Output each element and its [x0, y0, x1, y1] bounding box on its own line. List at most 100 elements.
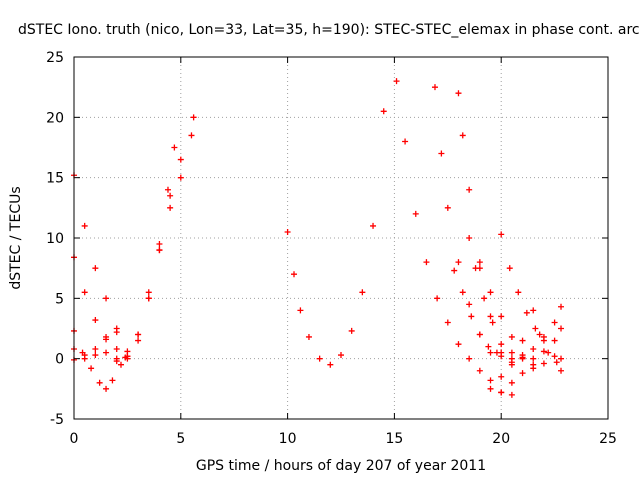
- arc-series-0: [71, 172, 131, 360]
- data-point: [393, 78, 400, 85]
- data-point: [519, 355, 526, 362]
- data-point: [103, 295, 110, 302]
- data-point: [551, 337, 558, 344]
- y-tick-label: 5: [55, 291, 64, 307]
- arc-series-3: [71, 329, 131, 359]
- data-point: [370, 222, 377, 229]
- arc-series-18: [530, 307, 560, 366]
- data-point: [117, 361, 124, 368]
- data-point: [508, 359, 515, 366]
- arc-series-5: [113, 132, 195, 362]
- data-point: [284, 228, 291, 235]
- data-point: [451, 267, 458, 274]
- data-point: [523, 309, 530, 316]
- arc-series-1: [71, 254, 129, 361]
- data-point: [485, 343, 492, 350]
- arc-series-6: [124, 114, 197, 362]
- arc-series-7: [135, 144, 178, 338]
- y-tick-label: 0: [55, 352, 64, 368]
- x-tick-label: 25: [599, 431, 617, 447]
- x-tick-label: 5: [176, 431, 185, 447]
- arc-series-15: [498, 231, 565, 374]
- arc-series-2: [71, 327, 124, 392]
- data-point: [540, 348, 547, 355]
- data-point: [466, 355, 473, 362]
- data-point: [519, 337, 526, 344]
- arc-series-19: [508, 325, 565, 362]
- data-point: [135, 337, 142, 344]
- data-point: [519, 370, 526, 377]
- data-point: [167, 192, 174, 199]
- data-point: [190, 114, 197, 121]
- x-axis-label: GPS time / hours of day 207 of year 2011: [196, 458, 486, 474]
- data-point: [113, 355, 120, 362]
- data-point: [530, 355, 537, 362]
- arc-series-16: [487, 355, 565, 396]
- data-point: [508, 379, 515, 386]
- data-point: [530, 346, 537, 353]
- data-point: [487, 349, 494, 356]
- data-point: [380, 108, 387, 115]
- data-point: [545, 349, 552, 356]
- data-point: [103, 385, 110, 392]
- arc-series-10: [431, 84, 515, 398]
- data-point: [359, 289, 366, 296]
- data-point: [498, 373, 505, 380]
- data-point: [476, 331, 483, 338]
- arc-series-12: [451, 267, 500, 356]
- x-tick-label: 0: [70, 431, 79, 447]
- data-point: [476, 265, 483, 272]
- grid-lines: [74, 57, 608, 419]
- y-tick-label: 20: [46, 110, 64, 126]
- data-point: [92, 346, 99, 353]
- data-point: [103, 349, 110, 356]
- data-point: [109, 377, 116, 384]
- axis-ticks: 0 5 10 15 20 25 -5 0 5 10 15 20 25: [46, 50, 617, 447]
- data-point: [423, 259, 430, 266]
- data-point: [96, 379, 103, 386]
- data-point: [305, 333, 312, 340]
- y-tick-label: 15: [46, 171, 64, 187]
- data-point: [508, 333, 515, 340]
- data-point: [338, 352, 344, 359]
- data-point: [92, 265, 99, 272]
- data-point: [444, 319, 451, 326]
- data-point: [135, 331, 142, 338]
- data-point: [532, 325, 539, 332]
- data-point: [530, 307, 537, 314]
- data-point: [506, 265, 513, 272]
- data-point: [434, 295, 441, 302]
- data-point: [515, 289, 522, 296]
- data-point: [487, 385, 494, 392]
- x-tick-label: 20: [492, 431, 510, 447]
- data-point: [498, 313, 505, 320]
- data-point: [291, 271, 298, 278]
- data-point: [540, 360, 547, 367]
- chart-title: dSTEC Iono. truth (nico, Lon=33, Lat=35,…: [18, 22, 640, 38]
- data-point: [553, 359, 560, 366]
- data-point: [177, 156, 184, 163]
- data-point: [113, 346, 120, 353]
- data-points: [71, 78, 565, 398]
- data-point: [540, 333, 547, 340]
- data-point: [551, 353, 558, 360]
- data-point: [171, 144, 178, 151]
- data-point: [177, 174, 184, 181]
- data-point: [466, 235, 473, 241]
- data-point: [167, 204, 174, 211]
- x-tick-label: 15: [385, 431, 403, 447]
- data-point: [536, 331, 543, 338]
- data-point: [498, 231, 505, 238]
- data-point: [145, 289, 152, 296]
- data-point: [466, 186, 473, 193]
- data-point: [476, 259, 483, 266]
- data-point: [103, 336, 110, 343]
- data-point: [455, 259, 462, 266]
- data-point: [444, 204, 451, 211]
- data-point: [530, 365, 537, 372]
- y-tick-label: -5: [50, 412, 64, 428]
- data-point: [481, 295, 488, 302]
- data-point: [466, 301, 473, 308]
- y-tick-label: 25: [46, 50, 64, 66]
